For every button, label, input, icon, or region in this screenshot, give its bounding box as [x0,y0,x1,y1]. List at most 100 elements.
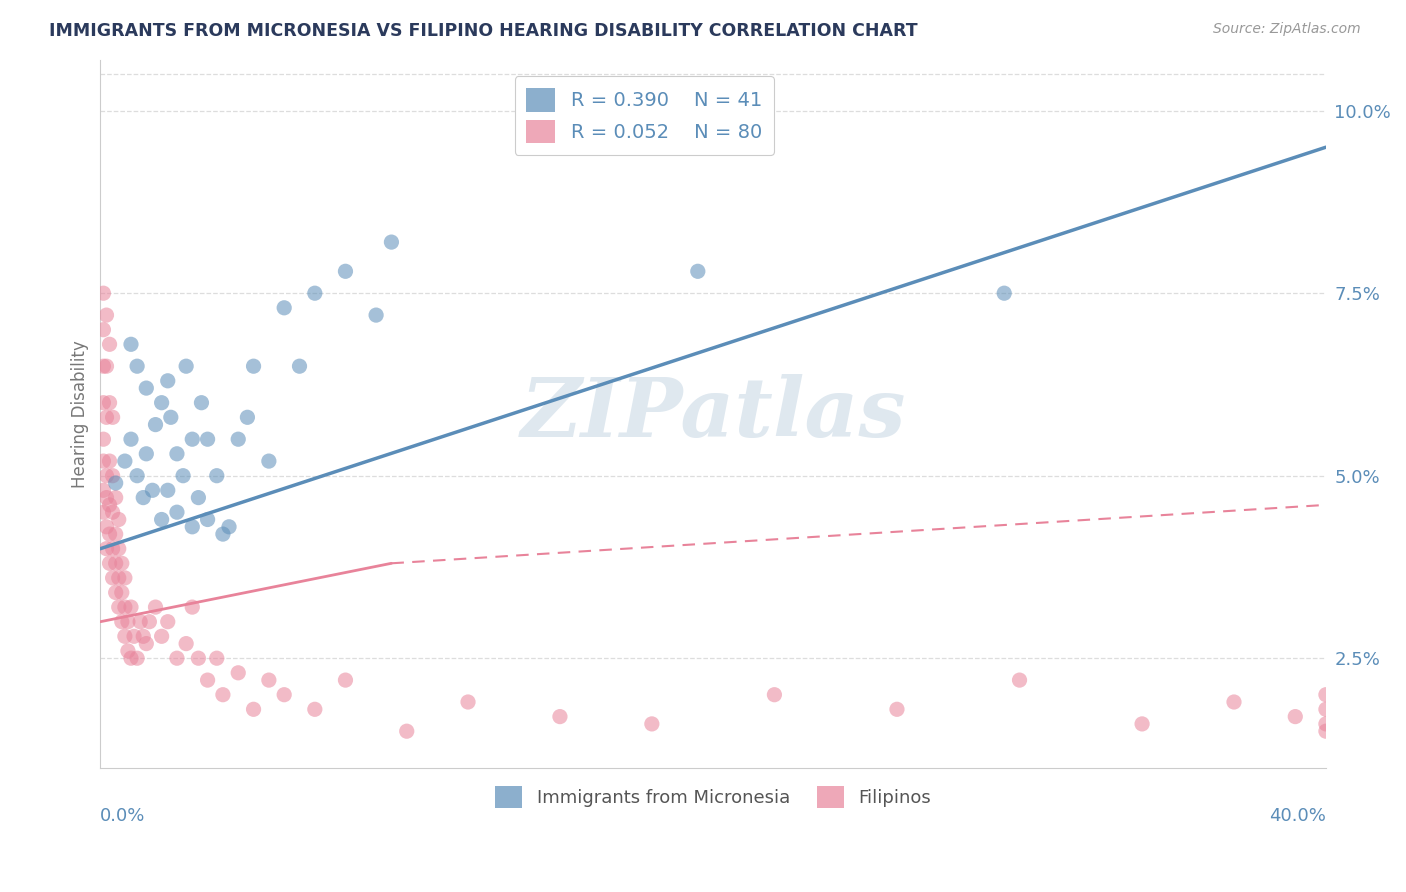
Point [174,359,197,374]
Point [120,432,142,446]
Point [187,491,209,505]
Point [1315,702,1337,716]
Point [120,337,142,351]
Point [212,688,235,702]
Point [114,629,136,643]
Point [135,447,157,461]
Point [457,695,479,709]
Point [190,395,212,409]
Point [1284,709,1306,723]
Point [181,432,204,446]
Point [1315,717,1337,731]
Text: IMMIGRANTS FROM MICRONESIA VS FILIPINO HEARING DISABILITY CORRELATION CHART: IMMIGRANTS FROM MICRONESIA VS FILIPINO H… [49,22,918,40]
Point [218,520,240,534]
Point [135,381,157,395]
Point [129,615,152,629]
Point [93,323,115,337]
Point [114,571,136,585]
Point [98,498,121,512]
Point [364,308,387,322]
Point [166,651,188,665]
Point [159,410,181,425]
Point [166,447,188,461]
Text: ZIPatlas: ZIPatlas [520,374,905,454]
Point [96,520,118,534]
Point [93,483,115,498]
Point [886,702,908,716]
Point [763,688,786,702]
Point [156,615,179,629]
Point [117,615,139,629]
Point [104,491,127,505]
Point [93,454,115,468]
Point [641,717,664,731]
Point [132,491,155,505]
Point [96,541,118,556]
Point [156,374,179,388]
Point [93,432,115,446]
Point [242,359,264,374]
Point [127,359,149,374]
Point [96,410,118,425]
Point [135,637,157,651]
Point [145,417,167,432]
Point [101,410,124,425]
Point [107,600,129,615]
Point [93,505,115,519]
Point [1315,724,1337,739]
Point [120,651,142,665]
Point [273,301,295,315]
Point [257,673,280,687]
Point [205,468,228,483]
Point [96,359,118,374]
Point [104,585,127,599]
Point [1130,717,1153,731]
Point [111,615,134,629]
Point [395,724,418,739]
Point [257,454,280,468]
Point [98,454,121,468]
Point [96,468,118,483]
Point [236,410,259,425]
Text: 0.0%: 0.0% [100,806,146,824]
Point [101,571,124,585]
Point [122,629,145,643]
Point [114,454,136,468]
Point [104,557,127,571]
Point [150,629,173,643]
Point [156,483,179,498]
Point [96,491,118,505]
Point [96,308,118,322]
Point [111,585,134,599]
Point [98,395,121,409]
Point [288,359,311,374]
Point [205,651,228,665]
Point [107,571,129,585]
Point [101,468,124,483]
Point [686,264,709,278]
Point [104,475,127,490]
Point [93,395,115,409]
Point [197,673,219,687]
Y-axis label: Hearing Disability: Hearing Disability [72,340,89,488]
Point [335,264,357,278]
Point [145,600,167,615]
Point [273,688,295,702]
Point [101,505,124,519]
Point [197,432,219,446]
Point [226,665,249,680]
Point [174,637,197,651]
Point [181,520,204,534]
Point [101,541,124,556]
Point [242,702,264,716]
Point [172,468,194,483]
Point [107,512,129,526]
Point [138,615,160,629]
Point [380,235,402,249]
Point [141,483,163,498]
Point [114,600,136,615]
Point [111,557,134,571]
Point [304,702,326,716]
Point [120,600,142,615]
Point [181,600,204,615]
